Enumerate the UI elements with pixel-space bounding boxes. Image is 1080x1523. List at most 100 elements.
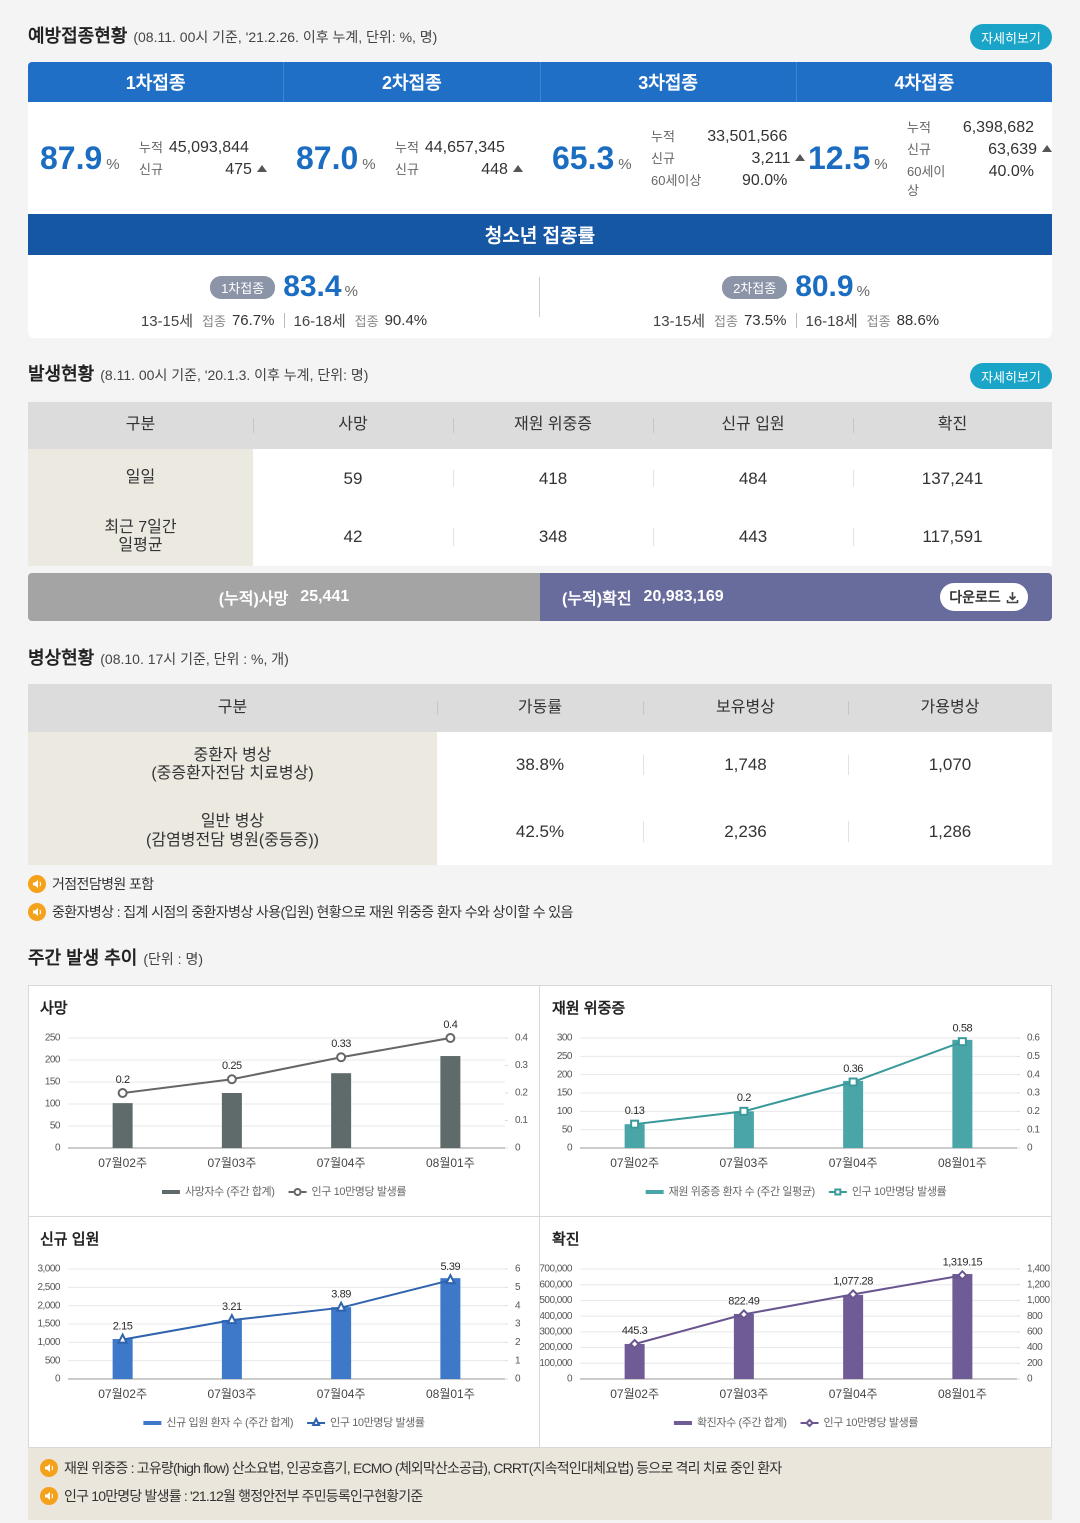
section-note: (단위 : 명) bbox=[143, 951, 204, 967]
stat-label: 신규 bbox=[907, 142, 931, 157]
stat-number: 40.0% bbox=[988, 163, 1034, 180]
header-cell: 확진 bbox=[853, 402, 1052, 449]
cell-text: 1,748 bbox=[724, 755, 767, 775]
y-tick-label: 0 bbox=[567, 1143, 573, 1154]
y-tick-label: 1,000 bbox=[37, 1337, 60, 1348]
line-marker bbox=[293, 1188, 302, 1196]
group-value: 88.6% bbox=[896, 311, 940, 329]
group-label: 접종 bbox=[714, 313, 738, 329]
bar bbox=[331, 1307, 352, 1379]
rate-unit: % bbox=[362, 155, 376, 173]
table-cell: 484 bbox=[653, 449, 853, 508]
youth-groups: 13-15세 접종 73.5% 16-18세 접종 88.6% bbox=[540, 309, 1052, 331]
y2-tick-label: 0.1 bbox=[1027, 1124, 1040, 1135]
table-cell: 59 bbox=[253, 449, 453, 508]
stat-label: 누적 bbox=[651, 129, 675, 144]
data-label: 0.58 bbox=[952, 1023, 972, 1035]
age: 16-18세 bbox=[293, 312, 346, 330]
header-cell: 구분 bbox=[28, 684, 437, 732]
line-marker bbox=[335, 1300, 347, 1312]
cell-text: 1,070 bbox=[928, 755, 972, 775]
icon-wave bbox=[39, 909, 42, 915]
x-tick-label: 08월01주 bbox=[426, 1387, 475, 1401]
data-label: 1,077.28 bbox=[833, 1275, 873, 1287]
stat-value: 33,501,566 bbox=[705, 128, 805, 146]
youth-card: 1차접종 83.4% 13-15세 접종 76.7% 16-18세 접종 90.4% 2차접종 8… bbox=[28, 255, 1052, 338]
stat-number: 6,398,682 bbox=[962, 119, 1034, 136]
y2-tick-label: 1 bbox=[515, 1355, 521, 1366]
line-marker bbox=[834, 1188, 842, 1196]
y2-tick-label: 2 bbox=[515, 1337, 521, 1348]
icon-wave bbox=[51, 1465, 54, 1471]
y-tick-label: 300,000 bbox=[540, 1326, 573, 1337]
x-tick-label: 08월01주 bbox=[938, 1387, 987, 1401]
header-cell: 구분 bbox=[28, 402, 253, 449]
stat-label: 신규 bbox=[651, 151, 675, 166]
y2-tick-label: 0 bbox=[1027, 1374, 1033, 1385]
header-text: 가용병상 bbox=[920, 698, 980, 716]
cell-divider bbox=[453, 469, 454, 488]
detail-button[interactable]: 자세히보기 bbox=[970, 363, 1052, 389]
header-text: 구분 bbox=[125, 416, 156, 434]
line-marker bbox=[847, 1288, 859, 1300]
rate-value: 65.3 bbox=[552, 139, 615, 176]
data-label: 0.4 bbox=[443, 1019, 457, 1031]
cell-divider bbox=[853, 469, 854, 488]
cell-text: 일반 병상 bbox=[200, 813, 265, 831]
stat-value: 90.0% bbox=[705, 172, 805, 190]
bar bbox=[112, 1339, 133, 1379]
total-death: (누적)사망 25,441 bbox=[28, 573, 540, 621]
stat-number: 448 bbox=[481, 161, 508, 178]
badge: 2차접종 bbox=[722, 275, 788, 299]
table-cell: 42 bbox=[253, 508, 453, 566]
table-cell: 348 bbox=[453, 508, 653, 566]
header-cell: 재원 위중증 bbox=[453, 402, 653, 449]
download-button[interactable]: 다운로드 bbox=[940, 583, 1028, 611]
table-cell: 1,070 bbox=[848, 732, 1052, 798]
x-tick-label: 07월03주 bbox=[207, 1156, 256, 1170]
bar bbox=[952, 1274, 973, 1379]
rate-value: 12.5 bbox=[808, 139, 871, 176]
legend: 신규 입원 환자 수 (주간 합계) 인구 10만명당 발생률 bbox=[143, 1416, 425, 1429]
dose-card: 87.9% 누적 45,093,844 신규 475 87.0% 누적 44,657,345 신… bbox=[28, 102, 1052, 214]
detail-button[interactable]: 자세히보기 bbox=[970, 24, 1052, 50]
legend-label: 인구 10만명당 발생률 bbox=[852, 1185, 947, 1198]
rate-unit: % bbox=[106, 155, 120, 173]
stat-value: 3,211 bbox=[705, 150, 806, 168]
y-tick-label: 100 bbox=[557, 1106, 573, 1117]
group-label: 접종 bbox=[354, 313, 379, 329]
stat-value: 475 bbox=[167, 161, 267, 179]
data-label: 0.2 bbox=[116, 1074, 130, 1086]
stat-label: 누적 bbox=[139, 140, 163, 155]
stat-number: 33,501,566 bbox=[707, 128, 788, 145]
line-marker bbox=[957, 1037, 967, 1047]
bar bbox=[221, 1093, 242, 1148]
stat-number: 63,639 bbox=[988, 141, 1037, 158]
y-tick-label: 250 bbox=[45, 1033, 61, 1044]
y2-tick-label: 0.2 bbox=[1027, 1106, 1040, 1117]
table-cell: 42.5% bbox=[437, 798, 643, 865]
chart: 신규 입원 0 500 1,000 1,500 2,000 2,500 3,000 0 1 2 3 4 5… bbox=[37, 1231, 521, 1429]
note-text: 재원 위중증 : 고유량(high flow) 산소요법, 인공호흡기, ECM… bbox=[64, 1460, 782, 1476]
cell-text: 42.5% bbox=[515, 821, 565, 841]
y-tick-label: 700,000 bbox=[540, 1264, 573, 1275]
cell-divider bbox=[653, 528, 654, 546]
cell-text: 117,591 bbox=[922, 527, 983, 547]
bar bbox=[843, 1080, 864, 1148]
data-label: 0.33 bbox=[331, 1038, 351, 1050]
stat-label: 60세이상 bbox=[651, 173, 702, 188]
header-cell: 가동률 bbox=[437, 684, 643, 732]
dose-name: 4차접종 bbox=[795, 62, 1052, 102]
cell-text: 중환자 병상 bbox=[193, 746, 272, 764]
y-tick-label: 100 bbox=[45, 1099, 61, 1110]
legend-label: 재원 위중증 환자 수 (주간 일평균) bbox=[669, 1184, 815, 1198]
y-tick-label: 600,000 bbox=[540, 1279, 573, 1290]
data-label: 822.49 bbox=[728, 1295, 760, 1307]
cell-divider bbox=[643, 700, 644, 716]
y2-tick-label: 0.6 bbox=[1027, 1033, 1040, 1044]
cell-text: 348 bbox=[538, 527, 568, 547]
header-text: 확진 bbox=[937, 416, 968, 434]
section-title: 병상현황 bbox=[28, 648, 95, 668]
bar bbox=[221, 1319, 242, 1379]
